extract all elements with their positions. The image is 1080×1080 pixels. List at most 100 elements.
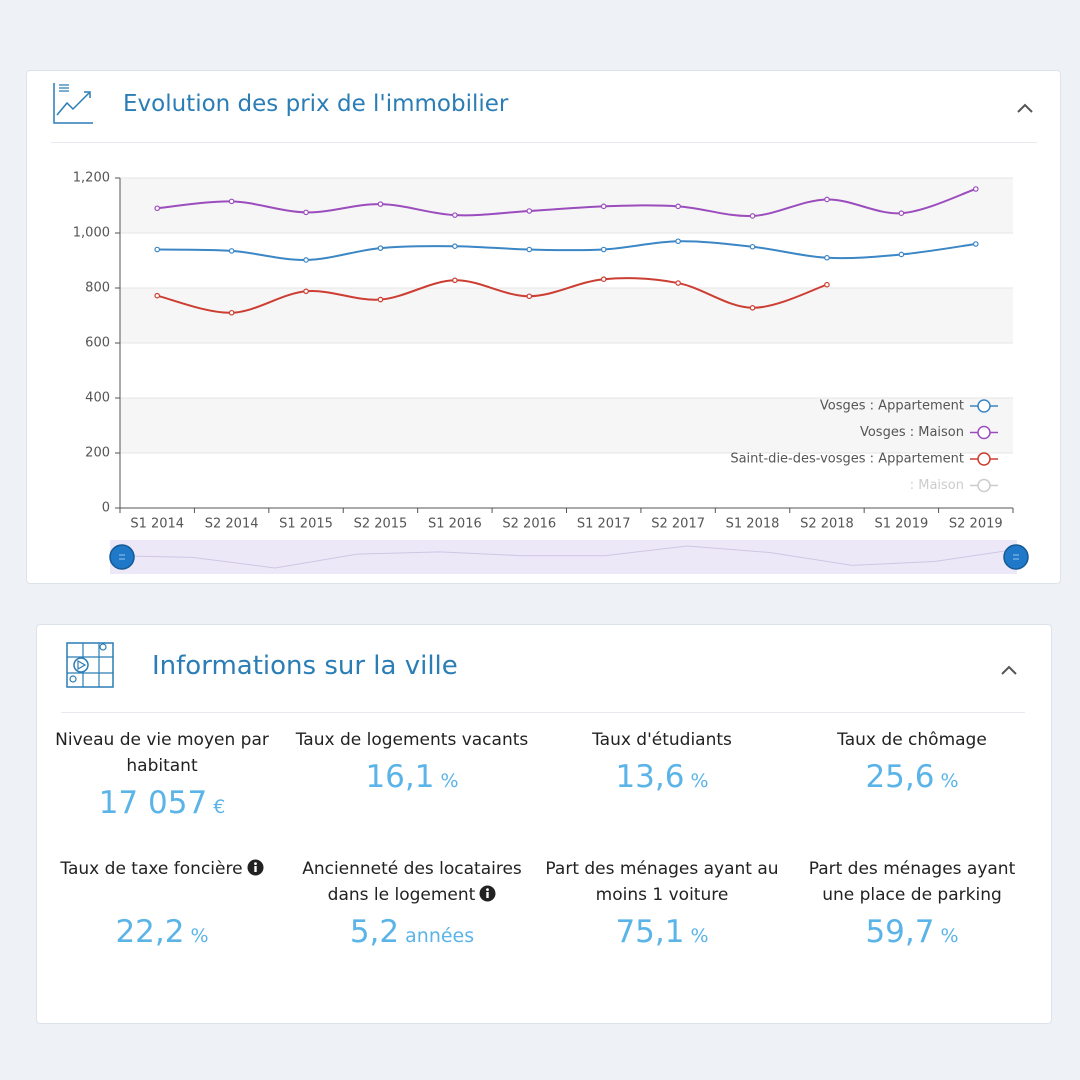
- legend-symbol: [977, 425, 991, 440]
- x-tick-label: S1 2019: [875, 517, 929, 532]
- city-icon: [66, 642, 114, 688]
- data-point: [675, 203, 681, 210]
- stat-label: Taux de taxe foncière: [60, 859, 243, 879]
- grid-band: [120, 398, 1013, 453]
- x-tick-label: S2 2014: [205, 517, 259, 532]
- data-point: [452, 243, 458, 250]
- data-point: [452, 277, 458, 284]
- legend-symbol: [977, 452, 991, 466]
- stat-unit: %: [940, 925, 959, 947]
- stat-unit: €: [213, 796, 226, 818]
- x-tick-label: S1 2017: [577, 517, 631, 532]
- separator: [51, 142, 1037, 143]
- stat-unit: %: [190, 925, 209, 947]
- data-point: [824, 196, 830, 203]
- x-tick-label: S2 2016: [502, 517, 556, 532]
- data-point: [749, 213, 756, 219]
- stat: Ancienneté des locataires dans le logeme…: [287, 856, 537, 958]
- zoom-handle[interactable]: [109, 544, 135, 570]
- legend-item[interactable]: Vosges : Maison: [860, 425, 998, 440]
- stat-label: Part des ménages ayant une place de park…: [808, 859, 1016, 905]
- y-tick-label: 800: [85, 281, 110, 296]
- info-card: Informations sur la ville Niveau de vie …: [36, 624, 1052, 1024]
- data-point: [303, 257, 309, 263]
- legend-label: : Maison: [910, 478, 964, 493]
- stat-label: Taux d'étudiants: [592, 730, 732, 750]
- data-point: [303, 209, 309, 216]
- stat-unit: %: [690, 770, 709, 792]
- legend-label: Saint-die-des-vosges : Appartement: [730, 452, 964, 467]
- stat-value: 22,2: [115, 914, 185, 950]
- data-point: [377, 296, 384, 303]
- x-tick-label: S1 2015: [279, 517, 333, 532]
- data-point: [675, 238, 681, 245]
- data-point: [600, 246, 607, 253]
- zoom-preview: [109, 545, 1018, 569]
- chart-icon: [53, 83, 93, 124]
- stat-label: Taux de logements vacants: [295, 730, 529, 750]
- stat-unit: %: [940, 770, 959, 792]
- data-point: [675, 280, 681, 286]
- stat-unit: années: [405, 925, 475, 947]
- data-point: [154, 246, 161, 253]
- data-point: [526, 246, 533, 253]
- stat-label: Niveau de vie moyen par habitant: [55, 730, 269, 776]
- collapse-button[interactable]: [999, 663, 1019, 677]
- legend-item[interactable]: Saint-die-des-vosges : Appartement: [730, 452, 998, 467]
- collapse-button[interactable]: [1015, 101, 1035, 115]
- stat-value: 17 057: [98, 785, 208, 821]
- y-tick-label: 1,000: [73, 226, 110, 241]
- data-point: [824, 254, 830, 261]
- stat-value: 25,6: [865, 759, 935, 795]
- legend-item[interactable]: Vosges : Appartement: [820, 399, 998, 414]
- data-point: [749, 243, 756, 250]
- x-tick-label: S1 2014: [130, 517, 184, 532]
- data-point: [228, 198, 235, 205]
- stat-unit: %: [440, 770, 459, 792]
- stats-row: Taux de taxe foncière 22,2% Ancienneté de…: [37, 856, 1053, 958]
- stat-value: 5,2: [349, 914, 400, 950]
- grid-band: [120, 178, 1013, 233]
- stat-unit: %: [690, 925, 709, 947]
- grid-band: [120, 288, 1013, 343]
- series-line: [157, 240, 976, 261]
- data-point: [600, 276, 607, 283]
- legend-symbol: [977, 399, 991, 413]
- legend-label: Vosges : Maison: [860, 425, 964, 440]
- data-point: [600, 203, 607, 210]
- x-tick-label: S1 2016: [428, 517, 482, 532]
- y-tick-label: 600: [85, 336, 110, 351]
- zoom-handle[interactable]: [1003, 544, 1029, 570]
- stat-label: Taux de chômage: [837, 730, 987, 750]
- data-point: [154, 205, 161, 212]
- data-point: [972, 241, 979, 247]
- data-point: [377, 245, 384, 251]
- y-tick-label: 1,200: [73, 171, 110, 186]
- data-point: [154, 292, 161, 299]
- data-point: [303, 288, 309, 295]
- info-icon[interactable]: [247, 859, 264, 876]
- info-icon[interactable]: [479, 885, 496, 902]
- x-tick-label: S2 2015: [354, 517, 408, 532]
- series-line: [157, 188, 977, 217]
- stat: Taux de chômage 25,6%: [787, 727, 1037, 829]
- legend-item[interactable]: : Maison: [910, 478, 998, 493]
- data-point: [377, 201, 384, 207]
- stat-label: Ancienneté des locataires dans le logeme…: [302, 859, 522, 905]
- separator: [61, 712, 1025, 713]
- data-point: [898, 210, 905, 217]
- data-point: [452, 212, 458, 218]
- stat-value: 75,1: [615, 914, 685, 950]
- stat: Part des ménages ayant une place de park…: [787, 856, 1037, 958]
- y-tick-label: 400: [85, 391, 110, 406]
- y-tick-label: 200: [85, 446, 110, 461]
- stat: Taux d'étudiants 13,6%: [537, 727, 787, 829]
- data-point: [228, 309, 235, 316]
- data-point: [526, 208, 533, 214]
- stat: Taux de logements vacants 16,1%: [287, 727, 537, 829]
- stat: Niveau de vie moyen par habitant 17 057 €: [37, 727, 287, 829]
- x-tick-label: S2 2018: [800, 517, 854, 532]
- x-tick-label: S2 2017: [651, 517, 705, 532]
- stat: Taux de taxe foncière 22,2%: [37, 856, 287, 958]
